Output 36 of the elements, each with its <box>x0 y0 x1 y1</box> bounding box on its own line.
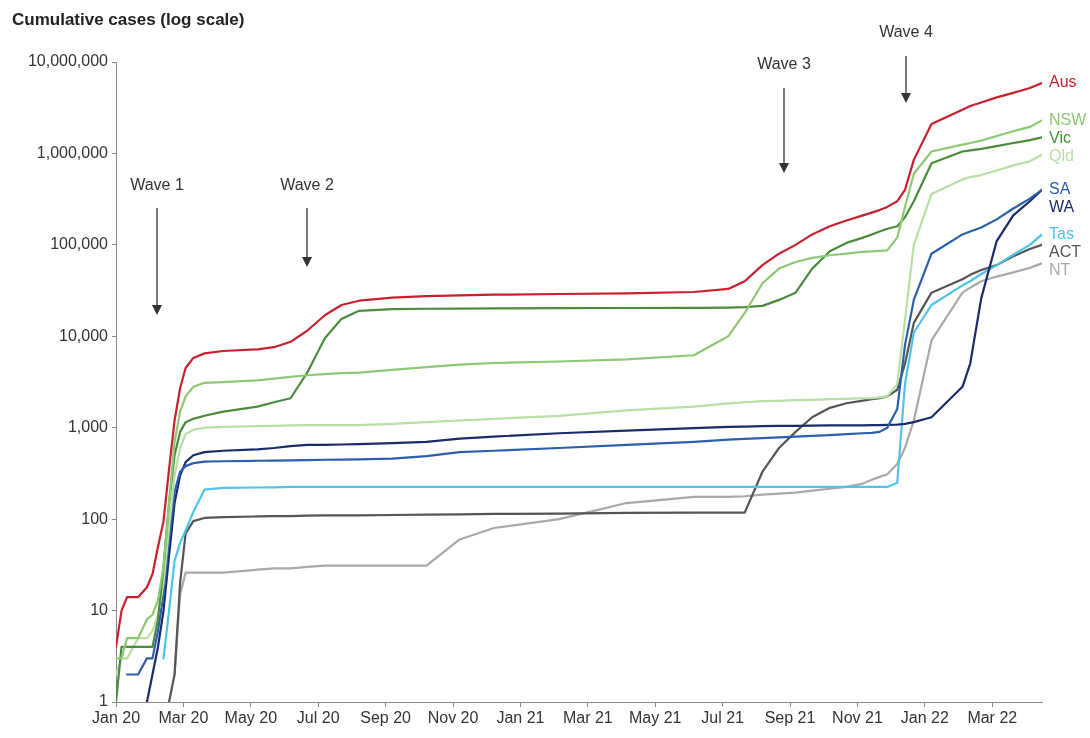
annotation: Wave 2 <box>279 176 335 194</box>
series-label: NT <box>1049 260 1071 278</box>
y-tick-label: 1,000 <box>67 418 109 436</box>
y-tick-label: 1 <box>99 692 109 710</box>
series-label: WA <box>1049 198 1075 216</box>
x-tick-label: Jul 21 <box>701 709 745 727</box>
y-tick-label: 10,000,000 <box>27 52 109 70</box>
x-tick-label: Nov 21 <box>832 709 883 727</box>
x-tick-label: Jul 20 <box>296 709 340 727</box>
annotation: Wave 3 <box>756 55 812 73</box>
series-label: Aus <box>1049 73 1077 91</box>
y-tick-label: 10,000 <box>59 326 109 344</box>
series-label: NSW <box>1049 110 1088 128</box>
x-tick-label: Jan 20 <box>91 709 141 727</box>
annotation: Wave 1 <box>129 176 185 194</box>
series-label: SA <box>1049 180 1071 198</box>
y-tick-label: 100,000 <box>50 235 109 253</box>
x-tick-label: May 20 <box>224 709 278 727</box>
y-tick-label: 10 <box>90 600 109 618</box>
x-tick-label: Jan 21 <box>496 709 545 727</box>
text: Wave 4 <box>878 23 934 41</box>
x-tick-label: Mar 20 <box>158 709 209 727</box>
x-tick-label: Nov 20 <box>427 709 479 727</box>
series-label: Vic <box>1049 128 1071 146</box>
x-tick-label: Mar 21 <box>562 709 613 727</box>
x-tick-label: Jan 22 <box>900 709 949 727</box>
y-tick-label: 100 <box>81 509 109 527</box>
series-label: Tas <box>1049 224 1074 242</box>
series-label: ACT <box>1049 242 1082 260</box>
x-tick-label: Sep 20 <box>360 709 412 727</box>
x-tick-label: May 21 <box>629 709 682 727</box>
x-tick-label: Mar 22 <box>967 709 1018 727</box>
chart-title: Cumulative cases (log scale) <box>12 10 245 30</box>
y-tick-label: 1,000,000 <box>36 143 109 161</box>
series-label: Qld <box>1049 146 1074 164</box>
x-tick-label: Sep 21 <box>764 709 816 727</box>
